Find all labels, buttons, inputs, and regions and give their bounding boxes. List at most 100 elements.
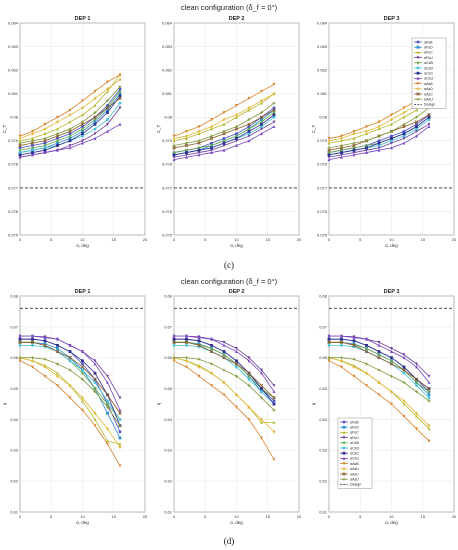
legend-entry-label: αCsU	[350, 457, 359, 461]
data-point	[81, 125, 84, 129]
data-point	[390, 402, 393, 406]
data-point	[222, 368, 226, 372]
data-point	[185, 337, 188, 341]
y-tick-label: 0.66	[319, 355, 328, 360]
data-point	[106, 89, 109, 93]
data-point	[118, 396, 122, 400]
x-tick-label: 5	[204, 237, 207, 242]
y-tick-label: 0.62	[10, 479, 19, 484]
y-tick-label: 0.078	[317, 162, 328, 167]
y-tick-label: 0.66	[10, 355, 19, 360]
data-point	[106, 402, 109, 406]
y-tick-label: 0.65	[164, 386, 173, 391]
legend-entry-label: αFsU	[424, 56, 433, 60]
data-point	[247, 129, 251, 133]
data-point	[93, 117, 97, 122]
data-point	[247, 356, 251, 360]
data-point	[377, 380, 381, 385]
data-point	[222, 144, 226, 148]
y-tick-label: 0.079	[8, 138, 19, 143]
data-point	[56, 362, 59, 366]
y-axis-label: η	[311, 402, 316, 405]
data-point	[18, 134, 22, 138]
data-point	[118, 106, 122, 110]
data-point	[68, 132, 72, 136]
data-point	[210, 127, 213, 131]
y-tick-label: 0.63	[164, 448, 173, 453]
subplot-title: DEP 3	[384, 289, 400, 295]
series-9	[18, 359, 122, 468]
data-point	[272, 420, 276, 424]
data-point	[197, 343, 201, 348]
series-8	[172, 334, 276, 394]
x-tick-label: 10	[80, 237, 85, 242]
subplot-title: DEP 1	[75, 289, 91, 295]
y-tick-label: 0.64	[10, 417, 19, 422]
data-point	[222, 148, 226, 152]
data-point	[30, 340, 35, 345]
data-point	[197, 335, 201, 340]
data-point	[68, 350, 72, 353]
data-point	[235, 349, 238, 353]
data-point	[377, 340, 381, 344]
series-8	[327, 124, 431, 162]
subplot-title: DEP 2	[229, 16, 245, 22]
legend-marker	[416, 50, 420, 54]
data-point	[118, 445, 122, 450]
legend-entry-label: αFsU	[350, 436, 359, 440]
data-point	[427, 386, 431, 391]
data-point	[93, 371, 97, 375]
data-point	[93, 96, 97, 101]
data-point	[81, 368, 84, 372]
data-point	[68, 383, 72, 388]
data-point	[260, 436, 263, 440]
data-point	[18, 359, 22, 363]
data-point	[56, 138, 59, 143]
y-tick-label: 0.077	[162, 185, 173, 190]
data-point	[365, 337, 368, 341]
data-point	[260, 390, 263, 394]
data-point	[427, 124, 431, 129]
y-tick-label: 0.081	[317, 91, 328, 96]
y-axis-label: C_T	[311, 125, 316, 134]
legend-entry-label: αFsD	[350, 426, 359, 430]
data-point	[272, 396, 276, 400]
data-point	[235, 132, 238, 136]
data-point	[327, 356, 331, 360]
y-tick-label: 0.084	[8, 20, 19, 25]
data-point	[260, 387, 263, 390]
data-point	[402, 356, 406, 360]
data-point	[415, 384, 418, 387]
data-point	[81, 359, 84, 363]
y-tick-label: 0.078	[162, 162, 173, 167]
data-point	[377, 393, 381, 397]
data-point	[272, 91, 276, 96]
data-point	[352, 374, 356, 378]
series-7	[18, 94, 122, 157]
data-point	[93, 362, 97, 366]
x-tick-label: 0	[19, 514, 22, 519]
y-tick-label: 0.64	[164, 417, 173, 422]
data-point	[427, 423, 431, 428]
data-point	[389, 362, 394, 366]
data-point	[118, 85, 122, 88]
data-point	[81, 399, 84, 403]
data-point	[390, 374, 393, 378]
x-tick-label: 10	[234, 237, 239, 242]
data-point	[340, 134, 343, 138]
data-point	[260, 127, 263, 131]
data-point	[68, 127, 72, 131]
data-point	[43, 122, 47, 126]
data-point	[272, 384, 276, 388]
data-point	[247, 377, 251, 381]
data-point	[427, 427, 431, 431]
data-point	[260, 89, 263, 93]
data-point	[377, 350, 381, 353]
data-point	[415, 390, 418, 394]
data-point	[235, 143, 238, 147]
x-tick-label: 0	[173, 237, 176, 242]
data-point	[68, 108, 72, 112]
data-point	[352, 357, 356, 361]
data-point	[340, 136, 343, 141]
